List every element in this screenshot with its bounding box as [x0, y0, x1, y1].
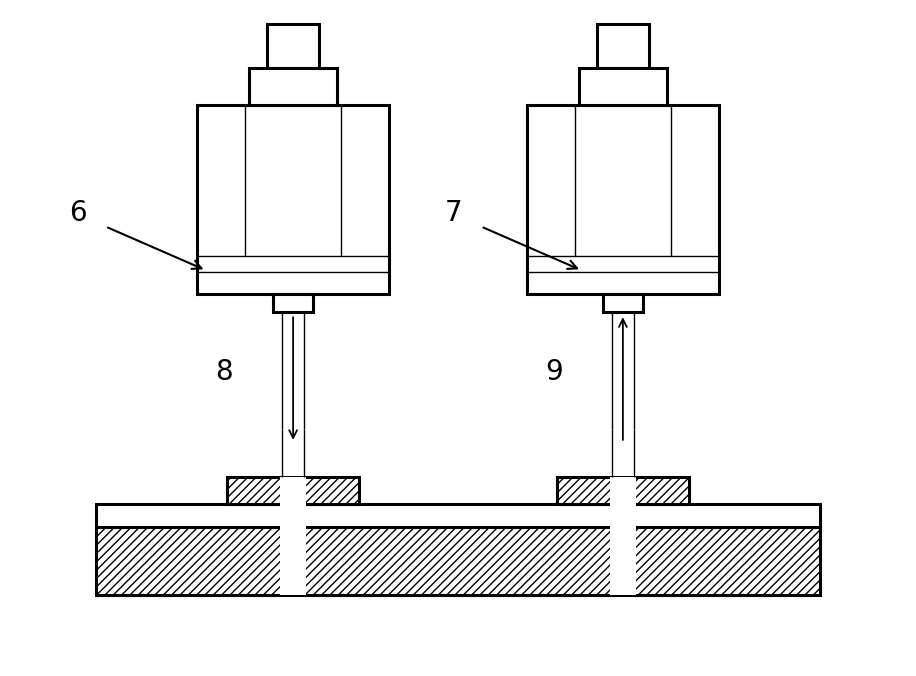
Bar	[267, 24, 319, 68]
Bar	[557, 477, 689, 504]
Bar	[197, 105, 389, 294]
Text: 9: 9	[545, 358, 563, 386]
Bar	[579, 68, 667, 105]
Bar	[273, 294, 313, 312]
Bar	[603, 294, 643, 312]
Bar	[96, 504, 820, 527]
Bar	[597, 24, 649, 68]
Bar	[527, 105, 719, 294]
Bar	[280, 477, 306, 595]
Bar	[249, 68, 337, 105]
Bar	[227, 477, 359, 504]
Bar	[96, 527, 820, 595]
Bar	[610, 477, 636, 595]
Text: 7: 7	[444, 199, 463, 227]
Text: 8: 8	[215, 358, 234, 386]
Text: 6: 6	[69, 199, 87, 227]
